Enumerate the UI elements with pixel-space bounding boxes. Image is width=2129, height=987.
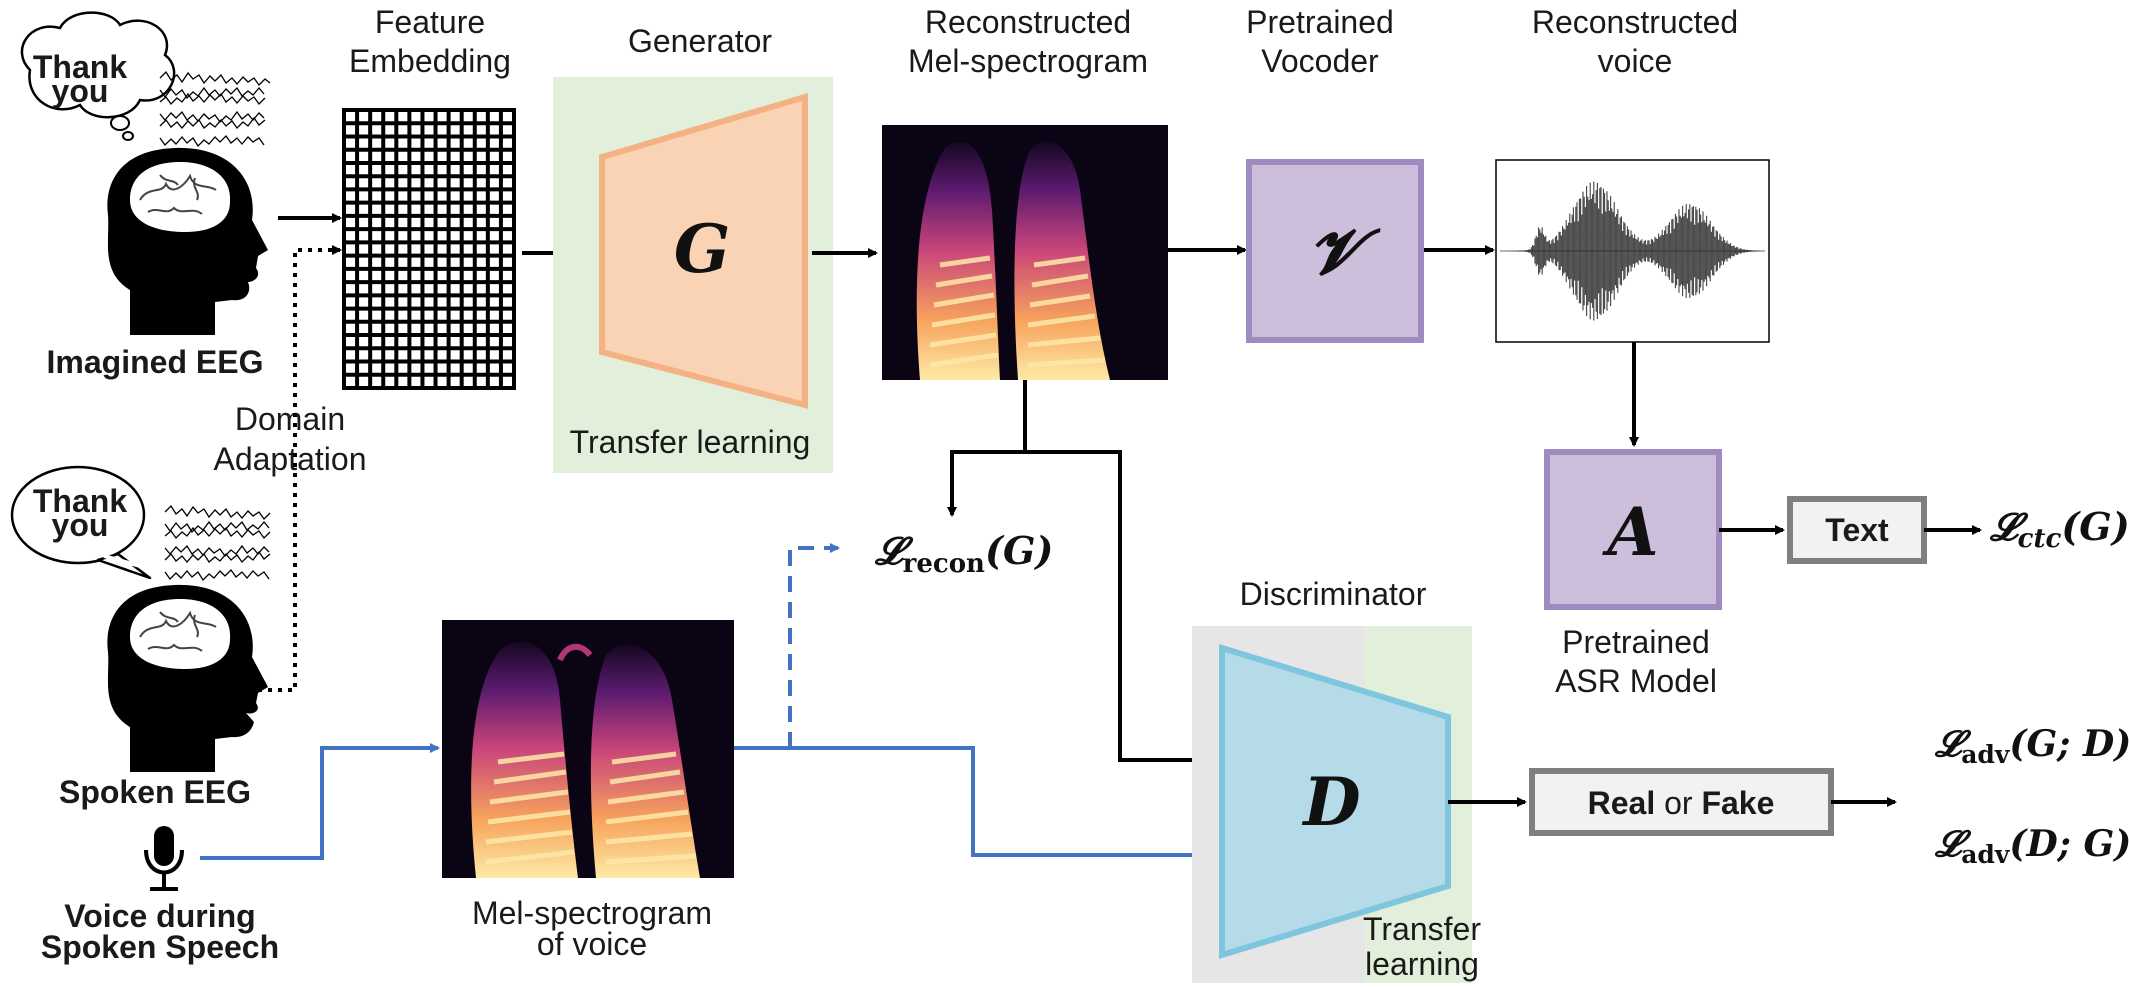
asr-symbol: A (1601, 493, 1658, 571)
vocoder-block: 𝓥 (1246, 159, 1424, 343)
discriminator-title: Discriminator (1240, 576, 1427, 612)
voice-mel-to-discriminator-arrow (734, 746, 1210, 860)
ctc-loss: 𝓛ctc(G) (1989, 504, 2129, 554)
waveform-icon (1510, 181, 1760, 321)
adv-loss-generator: 𝓛adv(G; D) (1934, 723, 2129, 769)
generator-trapezoid (599, 92, 808, 409)
generator-title: Generator (628, 23, 772, 59)
reconstructed-mel-spectrogram (882, 125, 1168, 380)
vocoder-title-line1: Pretrained (1246, 4, 1394, 40)
real-label: Real (1588, 785, 1656, 821)
real-or-fake-box: Real or Fake (1529, 768, 1834, 836)
reconstructed-mel-title-line1: Reconstructed (925, 4, 1131, 40)
reconstructed-mel-title-line2: Mel-spectrogram (908, 43, 1148, 79)
recon-loss: 𝓛recon(G) (874, 528, 1053, 579)
voice-mel-title-line2: of voice (537, 926, 647, 962)
discriminator-trapezoid (1219, 643, 1451, 960)
speech-bubble: Thank you (10, 465, 152, 580)
speech-text-line2: you (52, 507, 109, 543)
microphone-icon (144, 826, 184, 891)
voice-mel-spectrogram (442, 620, 734, 878)
feature-embedding-grid (342, 108, 516, 390)
generator-note: Transfer learning (570, 424, 811, 460)
speech-text-line1: Thank (33, 483, 127, 519)
adv-loss-discriminator: 𝓛adv(D; G) (1934, 823, 2129, 869)
fake-label: Fake (1701, 785, 1774, 821)
or-label: or (1655, 785, 1701, 821)
asr-block: A (1544, 449, 1722, 610)
spoken-eeg-source: Thank you Spoken EEG (10, 465, 271, 810)
thought-text-line2: you (52, 73, 109, 109)
reconstructed-voice-title-line2: voice (1598, 43, 1673, 79)
reconstructed-mel-to-discriminator-arrow (1025, 450, 1212, 765)
feature-embedding-title-line1: Feature (375, 4, 485, 40)
spoken-eeg-head-icon (107, 584, 268, 772)
thought-text-line1: Thank (33, 49, 127, 85)
mic-to-voice-mel-arrow (200, 743, 440, 860)
spoken-eeg-signal (164, 504, 271, 582)
domain-adaptation-arrow (248, 245, 342, 692)
generator-symbol: G (674, 210, 730, 288)
asr-title-line2: ASR Model (1555, 663, 1717, 699)
svg-text:𝓛adv(G; D): 𝓛adv(G; D) (1934, 723, 2129, 769)
generator-block: Generator G Transfer learning (553, 23, 833, 473)
spoken-eeg-label: Spoken EEG (59, 774, 251, 810)
asr-title-line1: Pretrained (1562, 624, 1710, 660)
mel-to-recon-loss-arrow (947, 380, 1027, 517)
imagined-eeg-label: Imagined EEG (47, 344, 264, 380)
text-output-box: Text (1787, 496, 1927, 564)
discriminator-note-line1: Transfer (1363, 911, 1481, 947)
voice-source: Voice during Spoken Speech (41, 826, 279, 965)
discriminator-block: D Transfer learning (1192, 626, 1481, 983)
thought-bubble: Thank you (20, 11, 176, 141)
domain-adaptation-line1: Domain (235, 401, 345, 437)
voice-label-line2: Spoken Speech (41, 929, 279, 965)
feature-embedding-title-line2: Embedding (349, 43, 511, 79)
svg-text:𝓛ctc(G): 𝓛ctc(G) (1989, 504, 2129, 554)
discriminator-note-line2: learning (1365, 946, 1479, 982)
text-output-label: Text (1825, 512, 1889, 548)
imagined-eeg-source: Thank you Imagined EEG (20, 11, 271, 380)
vocoder-title-line2: Vocoder (1261, 43, 1379, 79)
reconstructed-voice-waveform (1495, 159, 1770, 343)
svg-text:𝓛recon(G): 𝓛recon(G) (874, 528, 1053, 579)
domain-adaptation-line2: Adaptation (213, 441, 366, 477)
imagined-eeg-signal (159, 70, 271, 148)
svg-text:𝓛adv(D; G): 𝓛adv(D; G) (1934, 823, 2129, 869)
svg-text:Real or Fake: Real or Fake (1588, 785, 1775, 821)
voice-label-line1: Voice during (64, 898, 255, 934)
reconstructed-voice-title-line1: Reconstructed (1532, 4, 1738, 40)
imagined-eeg-head-icon (107, 147, 268, 335)
discriminator-symbol: D (1301, 763, 1360, 841)
voice-mel-title-line1: Mel-spectrogram (472, 895, 712, 931)
voice-mel-to-recon-loss-arrow (788, 543, 840, 748)
